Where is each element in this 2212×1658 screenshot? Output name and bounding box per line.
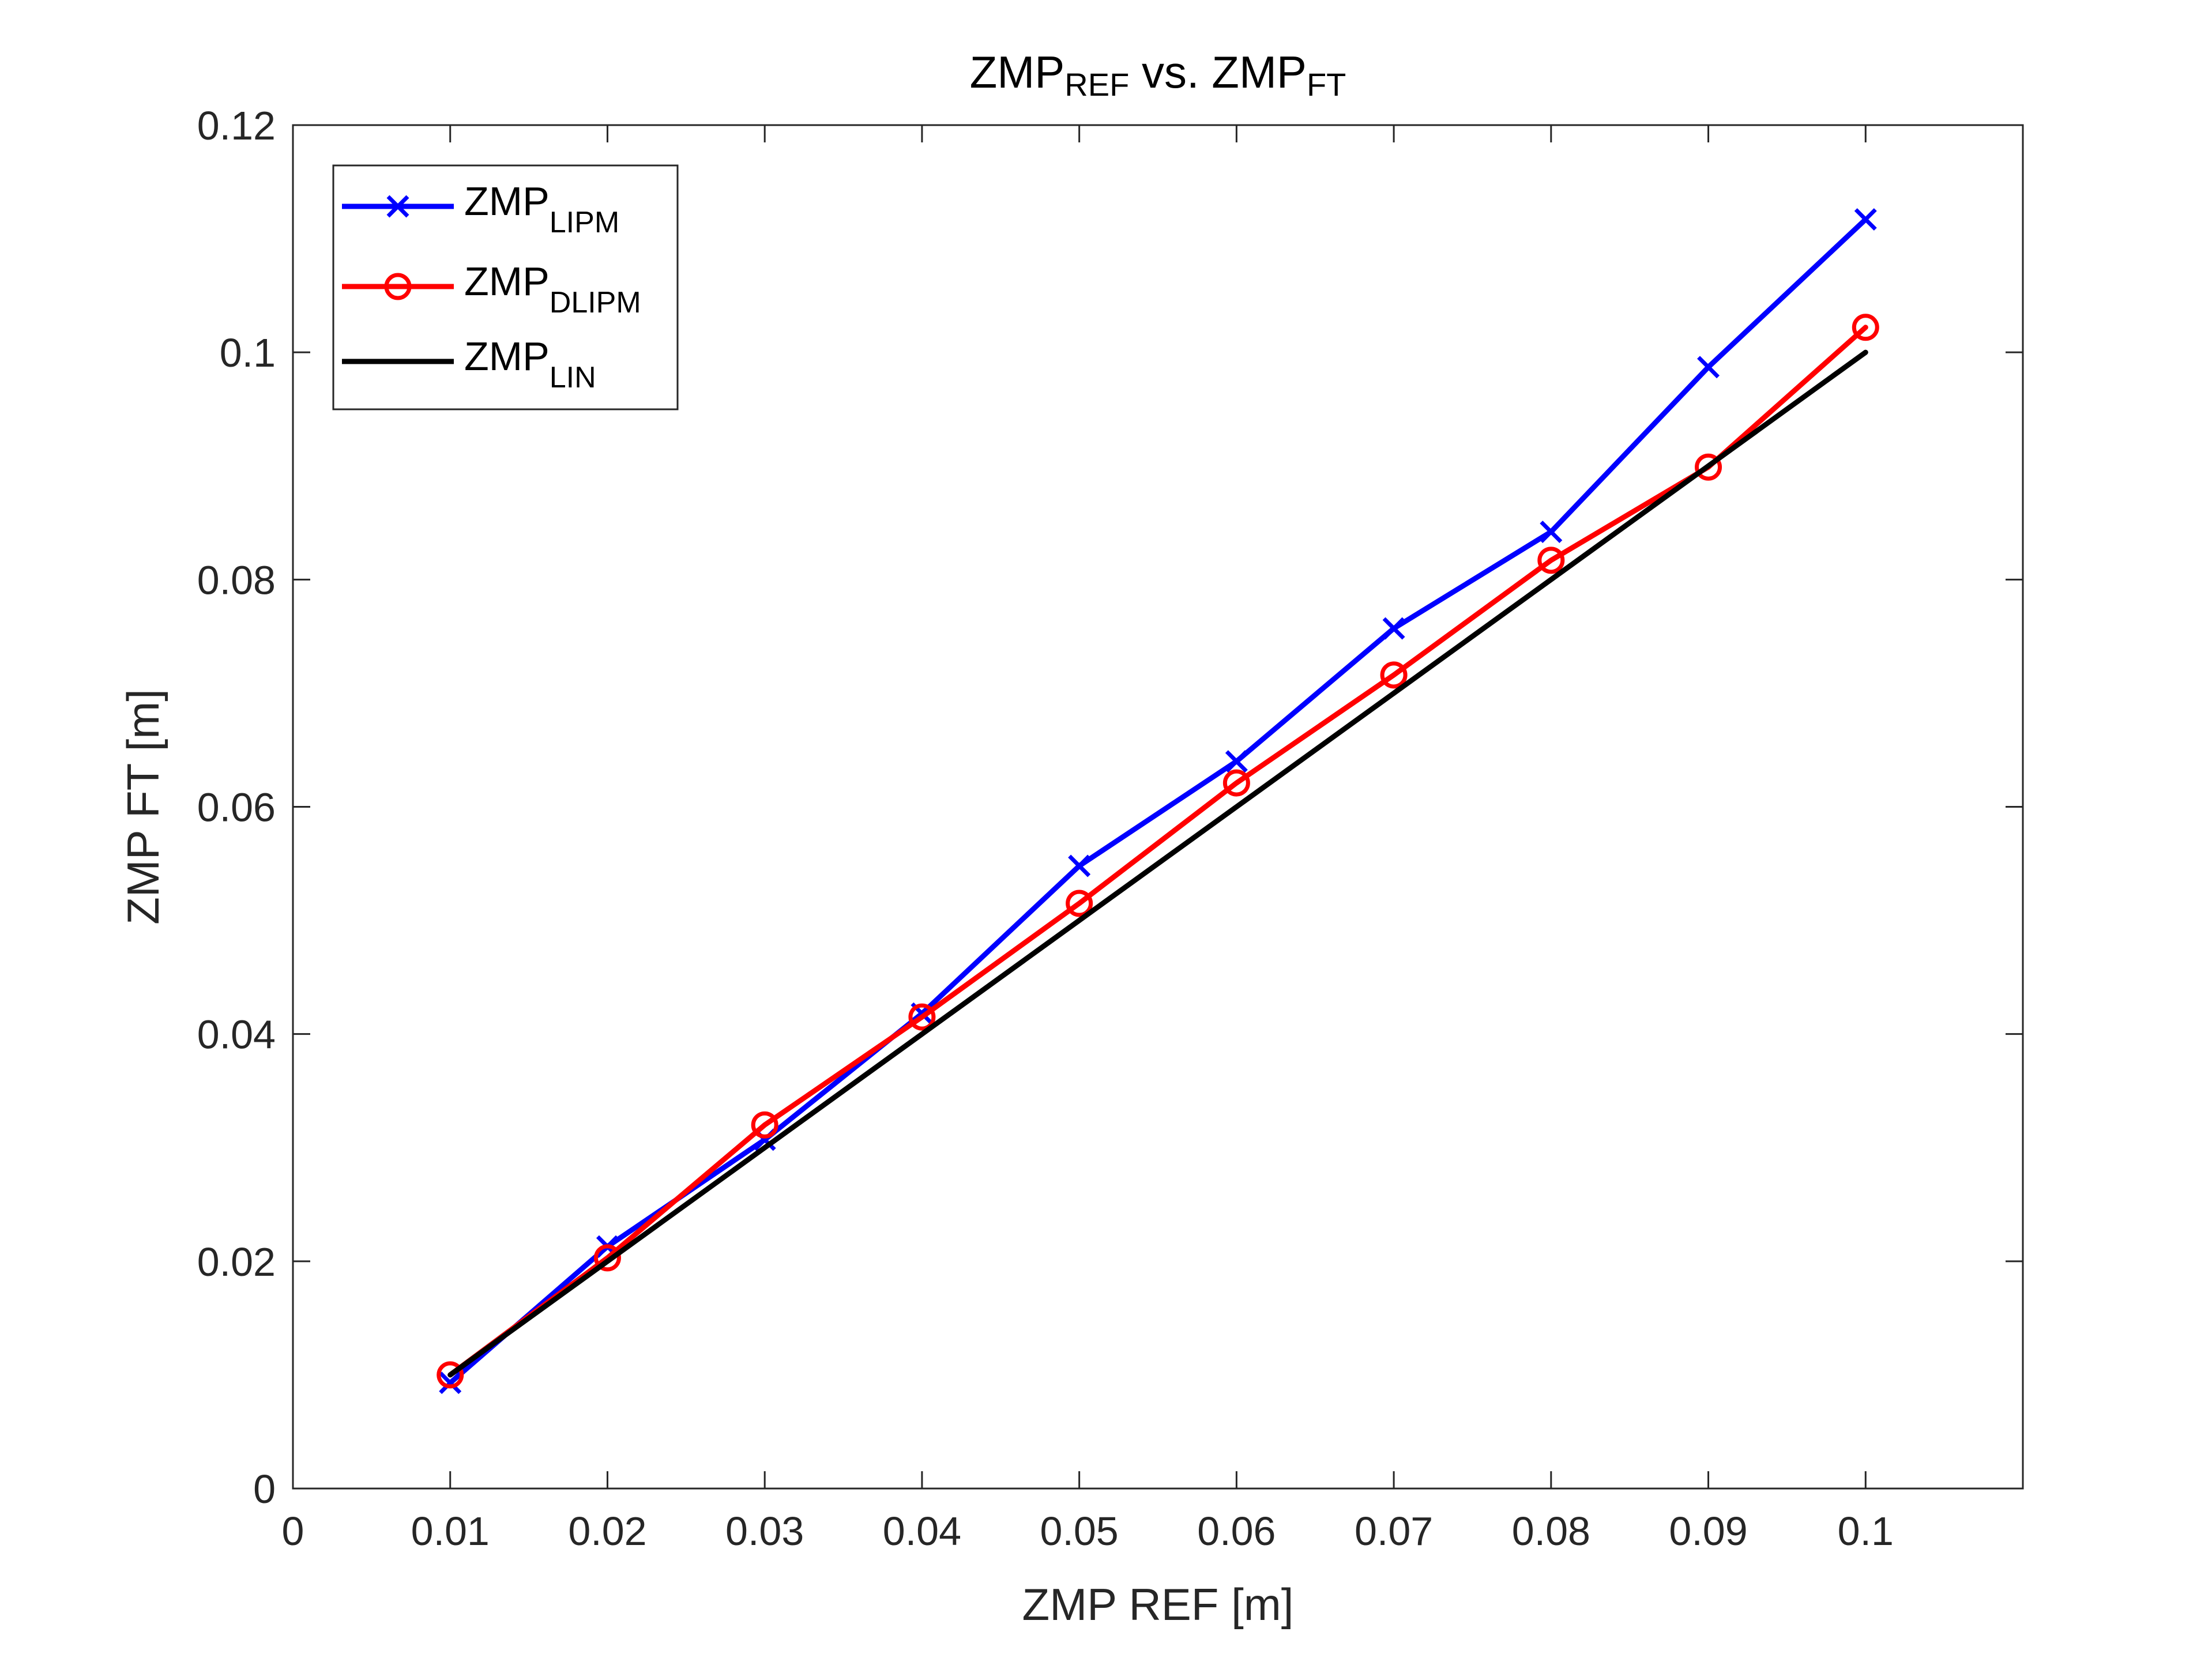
y-tick-label: 0.12 bbox=[197, 103, 276, 148]
legend-marker bbox=[386, 195, 409, 218]
x-tick-label: 0.07 bbox=[1355, 1509, 1433, 1554]
data-point-lipm bbox=[1225, 750, 1248, 773]
x-tick-label: 0.05 bbox=[1040, 1509, 1119, 1554]
legend-marker bbox=[384, 273, 412, 300]
x-tick-label: 0.1 bbox=[1838, 1509, 1894, 1554]
x-axis: 0 0.01 0.02 0.03 0.04 0.05 0.06 0.07 0.08 0.09 0.1 bbox=[282, 125, 1894, 1554]
title-subscript-1: REF bbox=[1064, 66, 1129, 103]
data-point-lipm bbox=[1068, 854, 1091, 877]
legend-item-lipm: ZMPLIPM bbox=[342, 179, 619, 239]
y-tick-label: 0.02 bbox=[197, 1239, 276, 1284]
data-point-dlipm bbox=[1066, 890, 1093, 917]
y-tick-label: 0.06 bbox=[197, 785, 276, 830]
data-point-dlipm bbox=[751, 1111, 778, 1139]
x-tick-label: 0.08 bbox=[1512, 1509, 1590, 1554]
legend-items: ZMPLIPM ZMPDLIPM ZMPLIN bbox=[342, 179, 641, 394]
data-point-dlipm bbox=[908, 1003, 936, 1031]
legend-item-lin: ZMPLIN bbox=[342, 334, 596, 394]
data-point-dlipm bbox=[1537, 547, 1565, 574]
series-dlipm bbox=[437, 314, 1879, 1389]
data-point-lipm bbox=[1540, 521, 1563, 544]
x-tick-label: 0.01 bbox=[411, 1509, 490, 1554]
legend-label: ZMPDLIPM bbox=[464, 259, 641, 319]
data-point-lipm bbox=[1697, 356, 1720, 379]
legend-item-dlipm: ZMPDLIPM bbox=[342, 259, 641, 319]
legend: ZMPLIPM ZMPDLIPM ZMPLIN bbox=[332, 164, 679, 410]
data-point-dlipm bbox=[1380, 661, 1408, 689]
y-tick-label: 0.08 bbox=[197, 557, 276, 602]
data-point-dlipm bbox=[1222, 769, 1250, 797]
data-point-lipm bbox=[439, 1371, 462, 1395]
data-point-dlipm bbox=[437, 1361, 464, 1389]
data-point-lipm bbox=[1854, 208, 1877, 231]
series-line-dlipm bbox=[447, 325, 1868, 1378]
chart-title: ZMPREF vs. ZMPFT bbox=[970, 47, 1346, 103]
series-line-lin bbox=[447, 349, 1868, 1378]
y-tick-label: 0.04 bbox=[197, 1012, 276, 1057]
x-tick-label: 0.09 bbox=[1669, 1509, 1747, 1554]
x-tick-label: 0 bbox=[282, 1509, 304, 1554]
series-layer bbox=[437, 208, 1879, 1395]
y-axis-title: ZMP FT [m] bbox=[118, 689, 168, 925]
series-lin bbox=[447, 349, 1868, 1378]
x-tick-label: 0.03 bbox=[725, 1509, 804, 1554]
data-point-dlipm bbox=[593, 1244, 621, 1272]
plot-frame bbox=[292, 124, 2024, 1490]
title-subscript-2: FT bbox=[1307, 66, 1346, 103]
data-point-dlipm bbox=[1852, 314, 1879, 341]
x-tick-label: 0.02 bbox=[568, 1509, 646, 1554]
data-point-dlipm bbox=[1695, 453, 1722, 481]
legend-label: ZMPLIN bbox=[464, 334, 596, 394]
legend-label: ZMPLIPM bbox=[464, 179, 619, 239]
x-tick-label: 0.06 bbox=[1197, 1509, 1276, 1554]
y-tick-label: 0 bbox=[253, 1467, 276, 1512]
y-axis: 0 0.02 0.04 0.06 0.08 0.1 0.12 bbox=[197, 103, 2023, 1512]
data-point-lipm bbox=[1382, 617, 1405, 640]
y-tick-label: 0.1 bbox=[220, 330, 276, 375]
x-axis-title: ZMP REF [m] bbox=[1022, 1579, 1294, 1630]
x-tick-label: 0.04 bbox=[883, 1509, 961, 1554]
